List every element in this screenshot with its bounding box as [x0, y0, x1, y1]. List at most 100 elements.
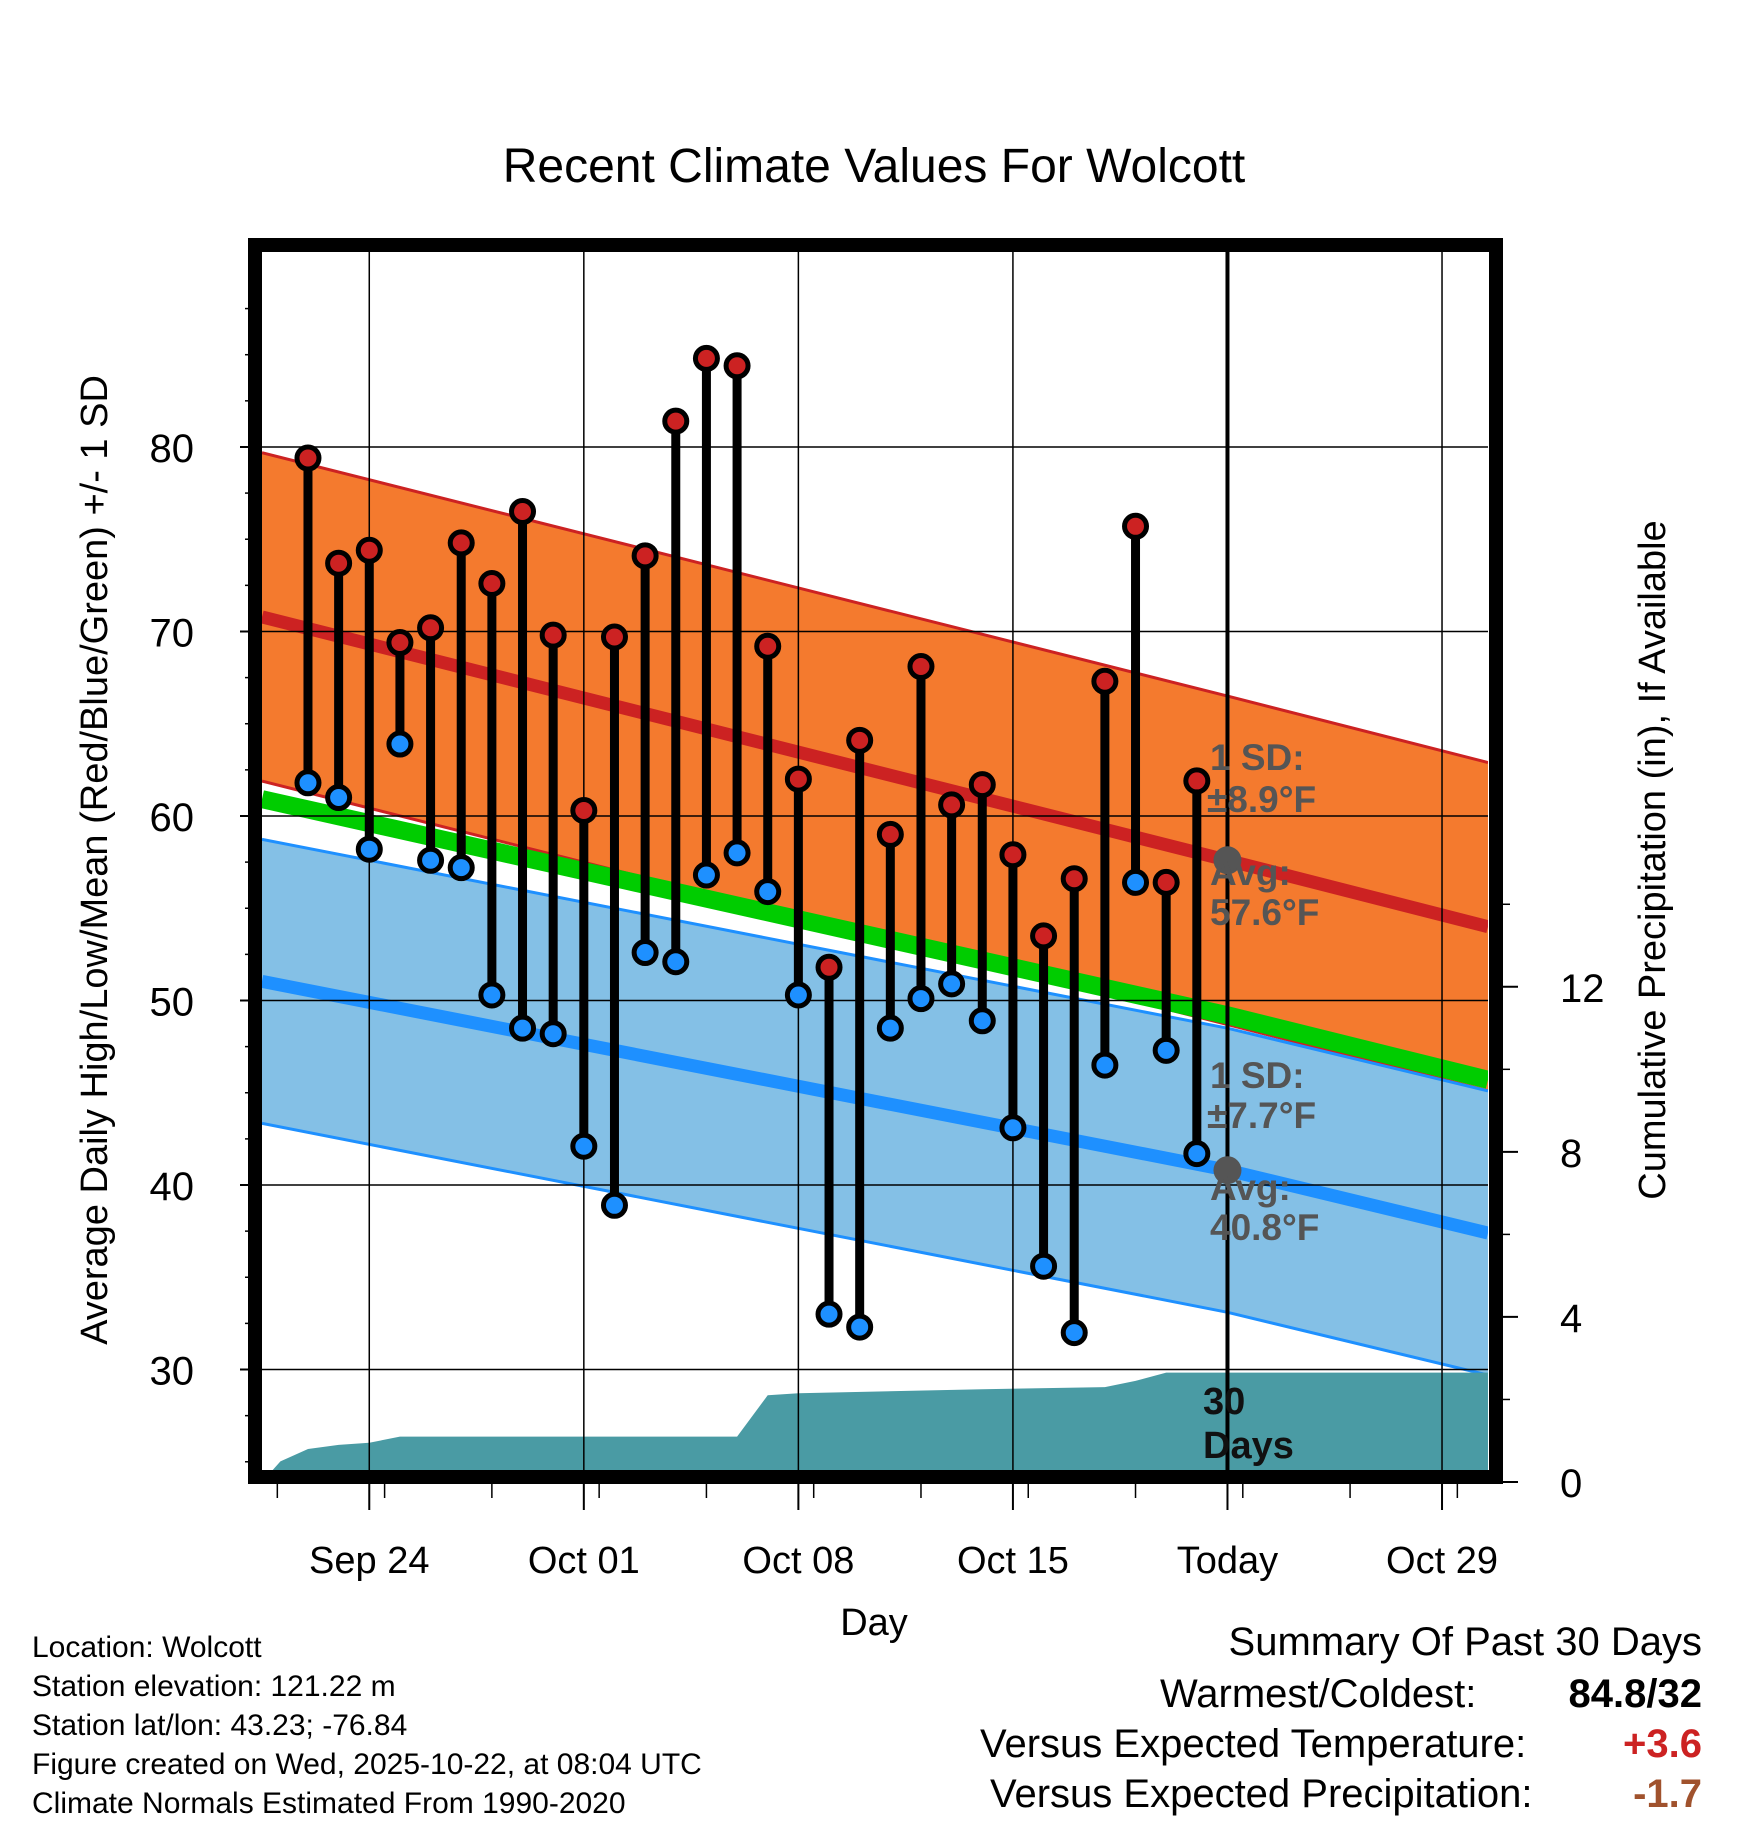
x-tick-label: Oct 08	[742, 1540, 854, 1582]
low-temp-point	[386, 730, 414, 758]
low-temp-point	[754, 878, 782, 906]
low-sd-value: ±7.7°F	[1207, 1095, 1316, 1136]
annotations: 1 SD: ±8.9°F Avg: 57.6°F 1 SD: ±7.7°F Av…	[1207, 737, 1319, 1248]
high-temp-point	[294, 444, 322, 472]
normals-text: Climate Normals Estimated From 1990-2020	[32, 1787, 626, 1820]
created-text: Figure created on Wed, 2025-10-22, at 08…	[32, 1748, 702, 1781]
days-word: Days	[1203, 1425, 1294, 1467]
location-text: Location: Wolcott	[32, 1631, 262, 1664]
high-avg-value: 57.6°F	[1210, 892, 1319, 933]
high-temp-point	[784, 765, 812, 793]
low-temp-point	[447, 854, 475, 882]
high-temp-point	[815, 953, 843, 981]
high-temp-point	[325, 549, 353, 577]
temp-value: +3.6	[1623, 1722, 1702, 1766]
low-temp-point	[1030, 1252, 1058, 1280]
x-tick-label: Oct 29	[1386, 1540, 1498, 1582]
high-avg-marker	[1213, 846, 1242, 875]
high-temp-point	[509, 498, 537, 526]
high-temp-point	[447, 529, 475, 557]
x-tick-label: Oct 15	[957, 1540, 1069, 1582]
temp-label: Versus Expected Temperature:	[980, 1722, 1527, 1766]
high-temp-point	[1091, 667, 1119, 695]
low-avg-title: Avg:	[1210, 1167, 1291, 1208]
low-avg-value: 40.8°F	[1210, 1207, 1319, 1248]
low-temp-point	[938, 970, 966, 998]
low-temp-point	[815, 1300, 843, 1328]
high-temp-point	[1152, 868, 1180, 896]
low-temp-point	[325, 784, 353, 812]
elevation-text: Station elevation: 121.22 m	[32, 1670, 396, 1703]
days-number: 30	[1203, 1381, 1245, 1423]
low-temp-point	[692, 861, 720, 889]
left-axis-title: Average Daily High/Low/Mean (Red/Blue/Gr…	[74, 375, 116, 1345]
low-temp-point	[784, 981, 812, 1009]
low-temp-point	[1183, 1140, 1211, 1168]
low-temp-point	[600, 1191, 628, 1219]
low-temp-point	[1091, 1051, 1119, 1079]
chart-title: Recent Climate Values For Wolcott	[503, 140, 1246, 193]
right-tick-label: 8	[1560, 1132, 1582, 1176]
precip-value: -1.7	[1633, 1772, 1702, 1816]
low-temp-point	[478, 981, 506, 1009]
low-temp-point	[876, 1014, 904, 1042]
high-temp-point	[1060, 865, 1088, 893]
high-temp-point	[478, 570, 506, 598]
low-temp-point	[662, 948, 690, 976]
high-temp-point	[662, 407, 690, 435]
left-tick-label: 60	[150, 796, 195, 840]
left-tick-label: 50	[150, 980, 195, 1024]
high-temp-point	[600, 623, 628, 651]
x-tick-label: Sep 24	[309, 1540, 429, 1582]
high-temp-point	[876, 820, 904, 848]
high-temp-point	[846, 726, 874, 754]
days-annotation: 30 Days	[1203, 1381, 1294, 1467]
low-temp-point	[570, 1132, 598, 1160]
low-temp-point	[999, 1114, 1027, 1142]
low-temp-point	[1152, 1036, 1180, 1064]
warmest-value: 84.8/32	[1568, 1672, 1702, 1716]
x-tick-label: Oct 01	[528, 1540, 640, 1582]
warmest-label: Warmest/Coldest:	[1160, 1672, 1477, 1716]
high-temp-point	[907, 653, 935, 681]
low-temp-point	[907, 985, 935, 1013]
low-avg-marker	[1213, 1156, 1242, 1185]
right-tick-label: 12	[1560, 967, 1605, 1011]
x-tick-label: Today	[1177, 1540, 1278, 1582]
low-temp-point	[1122, 868, 1150, 896]
right-tick-label: 4	[1560, 1297, 1582, 1341]
low-temp-point	[294, 769, 322, 797]
low-temp-point	[846, 1313, 874, 1341]
high-temp-point	[386, 629, 414, 657]
high-temp-point	[968, 771, 996, 799]
high-temp-point	[1030, 922, 1058, 950]
high-avg-title: Avg:	[1210, 852, 1291, 893]
latlon-text: Station lat/lon: 43.23; -76.84	[32, 1709, 408, 1742]
high-temp-point	[417, 614, 445, 642]
high-temp-point	[570, 796, 598, 824]
high-temp-point	[355, 536, 383, 564]
low-temp-point	[1060, 1319, 1088, 1347]
high-temp-point	[723, 352, 751, 380]
precip-area	[262, 1372, 1488, 1471]
info-block: Location: Wolcott Station elevation: 121…	[32, 1628, 702, 1823]
x-axis-title: Day	[840, 1602, 908, 1644]
low-temp-point	[355, 835, 383, 863]
left-tick-label: 30	[150, 1350, 195, 1394]
summary-title: Summary Of Past 30 Days	[1228, 1620, 1702, 1664]
left-tick-label: 70	[150, 611, 195, 655]
low-temp-point	[509, 1014, 537, 1042]
high-temp-point	[539, 621, 567, 649]
right-tick-label: 0	[1560, 1462, 1582, 1506]
high-temp-point	[938, 791, 966, 819]
low-temp-point	[968, 1007, 996, 1035]
high-temp-point	[631, 542, 659, 570]
low-sd-title: 1 SD:	[1210, 1055, 1305, 1096]
high-temp-point	[1183, 767, 1211, 795]
plot-frame	[248, 238, 1503, 1484]
right-axis-title: Cumulative Precipitation (in), If Availa…	[1632, 520, 1674, 1199]
high-temp-point	[754, 632, 782, 660]
low-temp-point	[723, 839, 751, 867]
left-tick-label: 40	[150, 1165, 195, 1209]
